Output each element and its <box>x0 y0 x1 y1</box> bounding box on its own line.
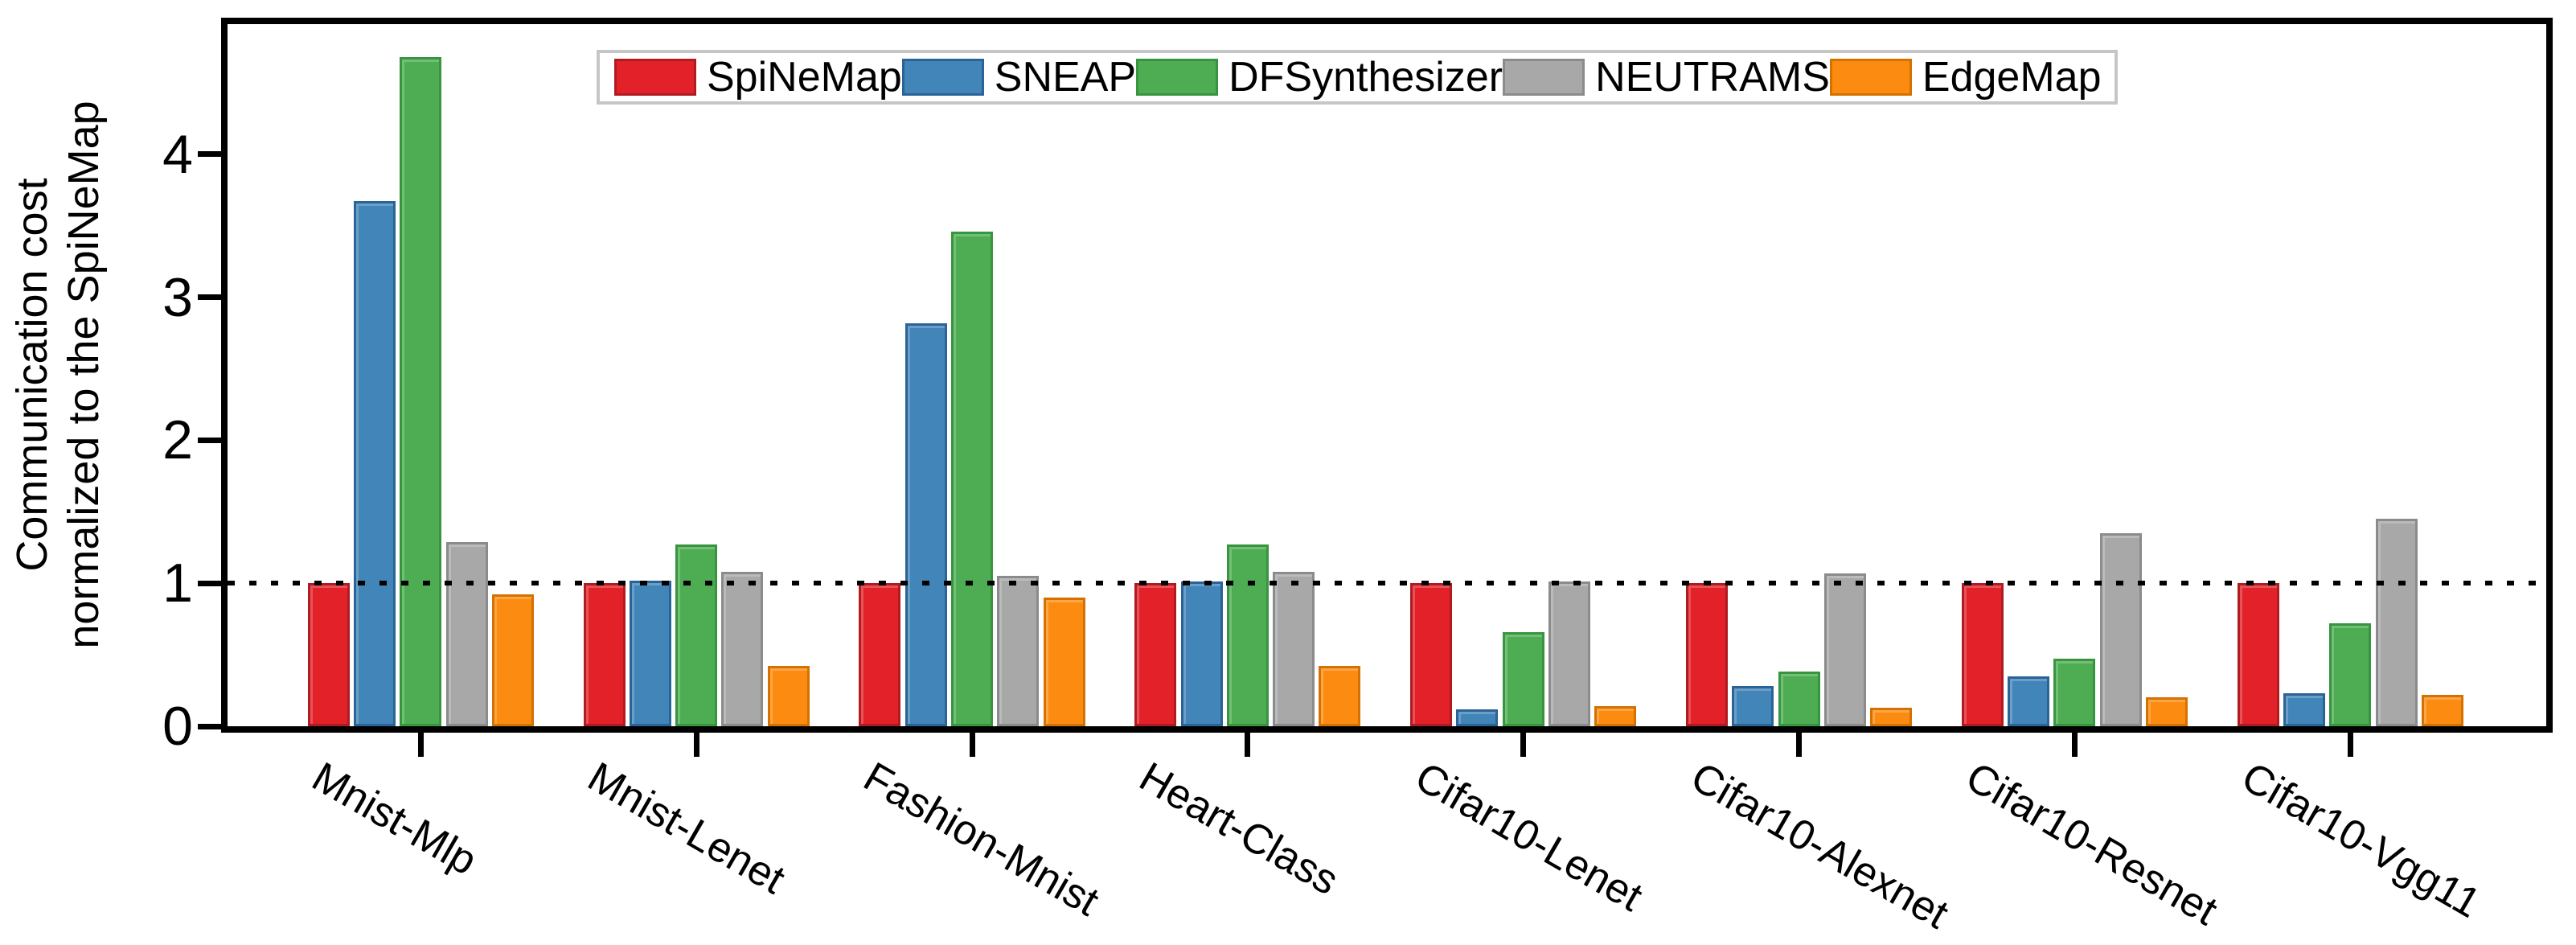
legend-swatch-dfsynthesizer <box>1136 59 1219 96</box>
y-tick-label: 2 <box>162 409 193 471</box>
bar-sneap-fashion-mnist <box>904 323 947 726</box>
bar-sneap-mnist-mlp <box>354 201 396 726</box>
bar-edgemap-cifar10-vgg11 <box>2421 694 2463 726</box>
bar-neutrams-fashion-mnist <box>997 576 1040 726</box>
bar-edgemap-mnist-lenet <box>767 666 810 726</box>
bar-dfsynthesizer-mnist-mlp <box>400 56 442 726</box>
legend-label: SpiNeMap <box>707 54 902 101</box>
bar-edgemap-cifar10-lenet <box>1594 706 1637 726</box>
bar-dfsynthesizer-mnist-lenet <box>675 544 718 726</box>
bar-dfsynthesizer-cifar10-lenet <box>1502 631 1544 726</box>
x-axis-tick <box>969 733 975 757</box>
legend-label: EdgeMap <box>1922 54 2102 101</box>
x-tick-label: Mnist-Mlp <box>304 753 485 885</box>
bar-spinemap-mnist-lenet <box>583 583 626 726</box>
bar-neutrams-heart-class <box>1273 571 1315 726</box>
bar-dfsynthesizer-fashion-mnist <box>951 231 993 726</box>
bar-neutrams-mnist-mlp <box>445 541 488 726</box>
y-tick-label: 3 <box>162 266 193 328</box>
y-tick-label: 0 <box>162 696 193 757</box>
legend-label: DFSynthesizer <box>1229 54 1503 101</box>
y-axis-tick <box>198 294 222 301</box>
bar-sneap-cifar10-lenet <box>1456 709 1499 726</box>
bar-edgemap-heart-class <box>1319 666 1361 726</box>
bar-spinemap-fashion-mnist <box>859 583 901 726</box>
bar-dfsynthesizer-cifar10-resnet <box>2053 659 2096 726</box>
legend-label: SNEAP <box>994 54 1137 101</box>
bar-sneap-heart-class <box>1180 581 1223 726</box>
x-axis-tick <box>2347 733 2353 757</box>
bar-neutrams-cifar10-lenet <box>1548 581 1590 726</box>
x-tick-label: Heart-Class <box>1131 753 1347 905</box>
legend-swatch-spinemap <box>614 59 696 96</box>
legend-swatch-sneap <box>901 59 984 96</box>
y-tick-label: 4 <box>162 123 193 185</box>
y-axis-tick <box>198 723 222 729</box>
bar-spinemap-cifar10-lenet <box>1410 583 1453 726</box>
legend-item-edgemap: EdgeMap <box>1829 53 2102 101</box>
legend-item-dfsynthesizer: DFSynthesizer <box>1136 53 1503 101</box>
bar-edgemap-cifar10-resnet <box>2146 697 2188 726</box>
y-axis-tick <box>198 580 222 586</box>
legend-item-neutrams: NEUTRAMS <box>1503 53 1830 101</box>
bar-spinemap-cifar10-alexnet <box>1685 583 1728 726</box>
x-axis-tick <box>693 733 699 757</box>
x-tick-label: Fashion-Mnist <box>855 753 1107 926</box>
legend-item-sneap: SNEAP <box>901 53 1137 101</box>
y-tick-label: 1 <box>162 553 193 614</box>
x-tick-label: Cifar10-Alexnet <box>1683 753 1956 939</box>
x-tick-label: Cifar10-Resnet <box>1958 753 2225 935</box>
bar-edgemap-fashion-mnist <box>1043 597 1085 726</box>
bar-sneap-cifar10-alexnet <box>1732 686 1774 726</box>
x-axis-tick <box>1245 733 1251 757</box>
bar-spinemap-heart-class <box>1134 583 1177 726</box>
bar-edgemap-mnist-mlp <box>491 594 534 726</box>
bar-spinemap-mnist-mlp <box>307 583 350 726</box>
bar-sneap-mnist-lenet <box>629 580 671 726</box>
x-tick-label: Cifar10-Lenet <box>1407 753 1651 921</box>
bar-edgemap-cifar10-alexnet <box>1870 707 1913 726</box>
bar-neutrams-cifar10-resnet <box>2099 532 2142 726</box>
x-tick-label: Mnist-Lenet <box>580 753 793 903</box>
legend-item-spinemap: SpiNeMap <box>614 53 902 101</box>
legend: SpiNeMap SNEAP DFSynthesizer NEUTRAMS EdgeMa… <box>597 50 2118 105</box>
bar-neutrams-mnist-lenet <box>721 571 764 726</box>
reference-line <box>228 581 2546 586</box>
y-axis-tick <box>198 437 222 443</box>
bar-sneap-cifar10-vgg11 <box>2283 693 2325 726</box>
plot-area-border <box>221 18 2553 733</box>
bar-spinemap-cifar10-resnet <box>1961 583 2004 726</box>
bar-sneap-cifar10-resnet <box>2008 676 2050 726</box>
legend-swatch-neutrams <box>1503 59 1585 96</box>
x-axis-tick <box>1520 733 1527 757</box>
x-tick-label: Cifar10-Vgg11 <box>2233 753 2488 927</box>
bar-neutrams-cifar10-vgg11 <box>2375 519 2418 726</box>
y-axis-tick <box>198 151 222 158</box>
bar-dfsynthesizer-cifar10-alexnet <box>1778 672 1820 726</box>
bar-dfsynthesizer-cifar10-vgg11 <box>2329 622 2372 726</box>
bar-neutrams-cifar10-alexnet <box>1823 573 1866 726</box>
x-axis-tick <box>1796 733 1803 757</box>
legend-swatch-edgemap <box>1829 59 1912 96</box>
bar-dfsynthesizer-heart-class <box>1226 544 1269 726</box>
bar-spinemap-cifar10-vgg11 <box>2237 583 2279 726</box>
x-axis-tick <box>417 733 424 757</box>
x-axis-tick <box>2071 733 2078 757</box>
legend-label: NEUTRAMS <box>1595 54 1830 101</box>
